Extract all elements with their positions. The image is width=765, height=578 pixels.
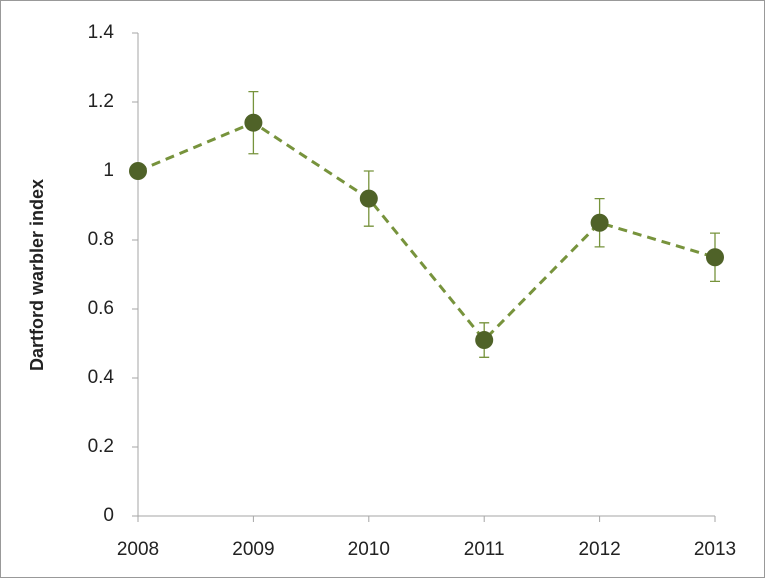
y-tick-label: 0 bbox=[103, 505, 114, 526]
y-tick-label: 1.4 bbox=[88, 22, 115, 43]
x-tick-label: 2008 bbox=[117, 539, 159, 560]
x-tick-label: 2010 bbox=[348, 539, 390, 560]
data-point bbox=[359, 189, 378, 208]
y-tick-label: 0.2 bbox=[88, 436, 114, 457]
x-tick-label: 2009 bbox=[232, 539, 274, 560]
data-point bbox=[129, 162, 147, 180]
data-line bbox=[137, 121, 716, 343]
y-tick-label: 1.2 bbox=[88, 91, 114, 112]
data-point bbox=[475, 331, 494, 350]
x-tick-label: 2013 bbox=[694, 539, 736, 560]
y-axis-title: Dartford warbler index bbox=[27, 179, 47, 371]
data-point bbox=[244, 113, 263, 132]
y-tick-label: 0.4 bbox=[88, 367, 115, 388]
data-point bbox=[590, 213, 609, 232]
y-tick-label: 0.8 bbox=[88, 229, 114, 250]
y-tick-label: 0.6 bbox=[88, 298, 114, 319]
y-tick-label: 1 bbox=[103, 160, 114, 181]
data-point bbox=[706, 248, 724, 267]
x-tick-label: 2012 bbox=[578, 539, 620, 560]
x-tick-label: 2011 bbox=[464, 539, 505, 560]
